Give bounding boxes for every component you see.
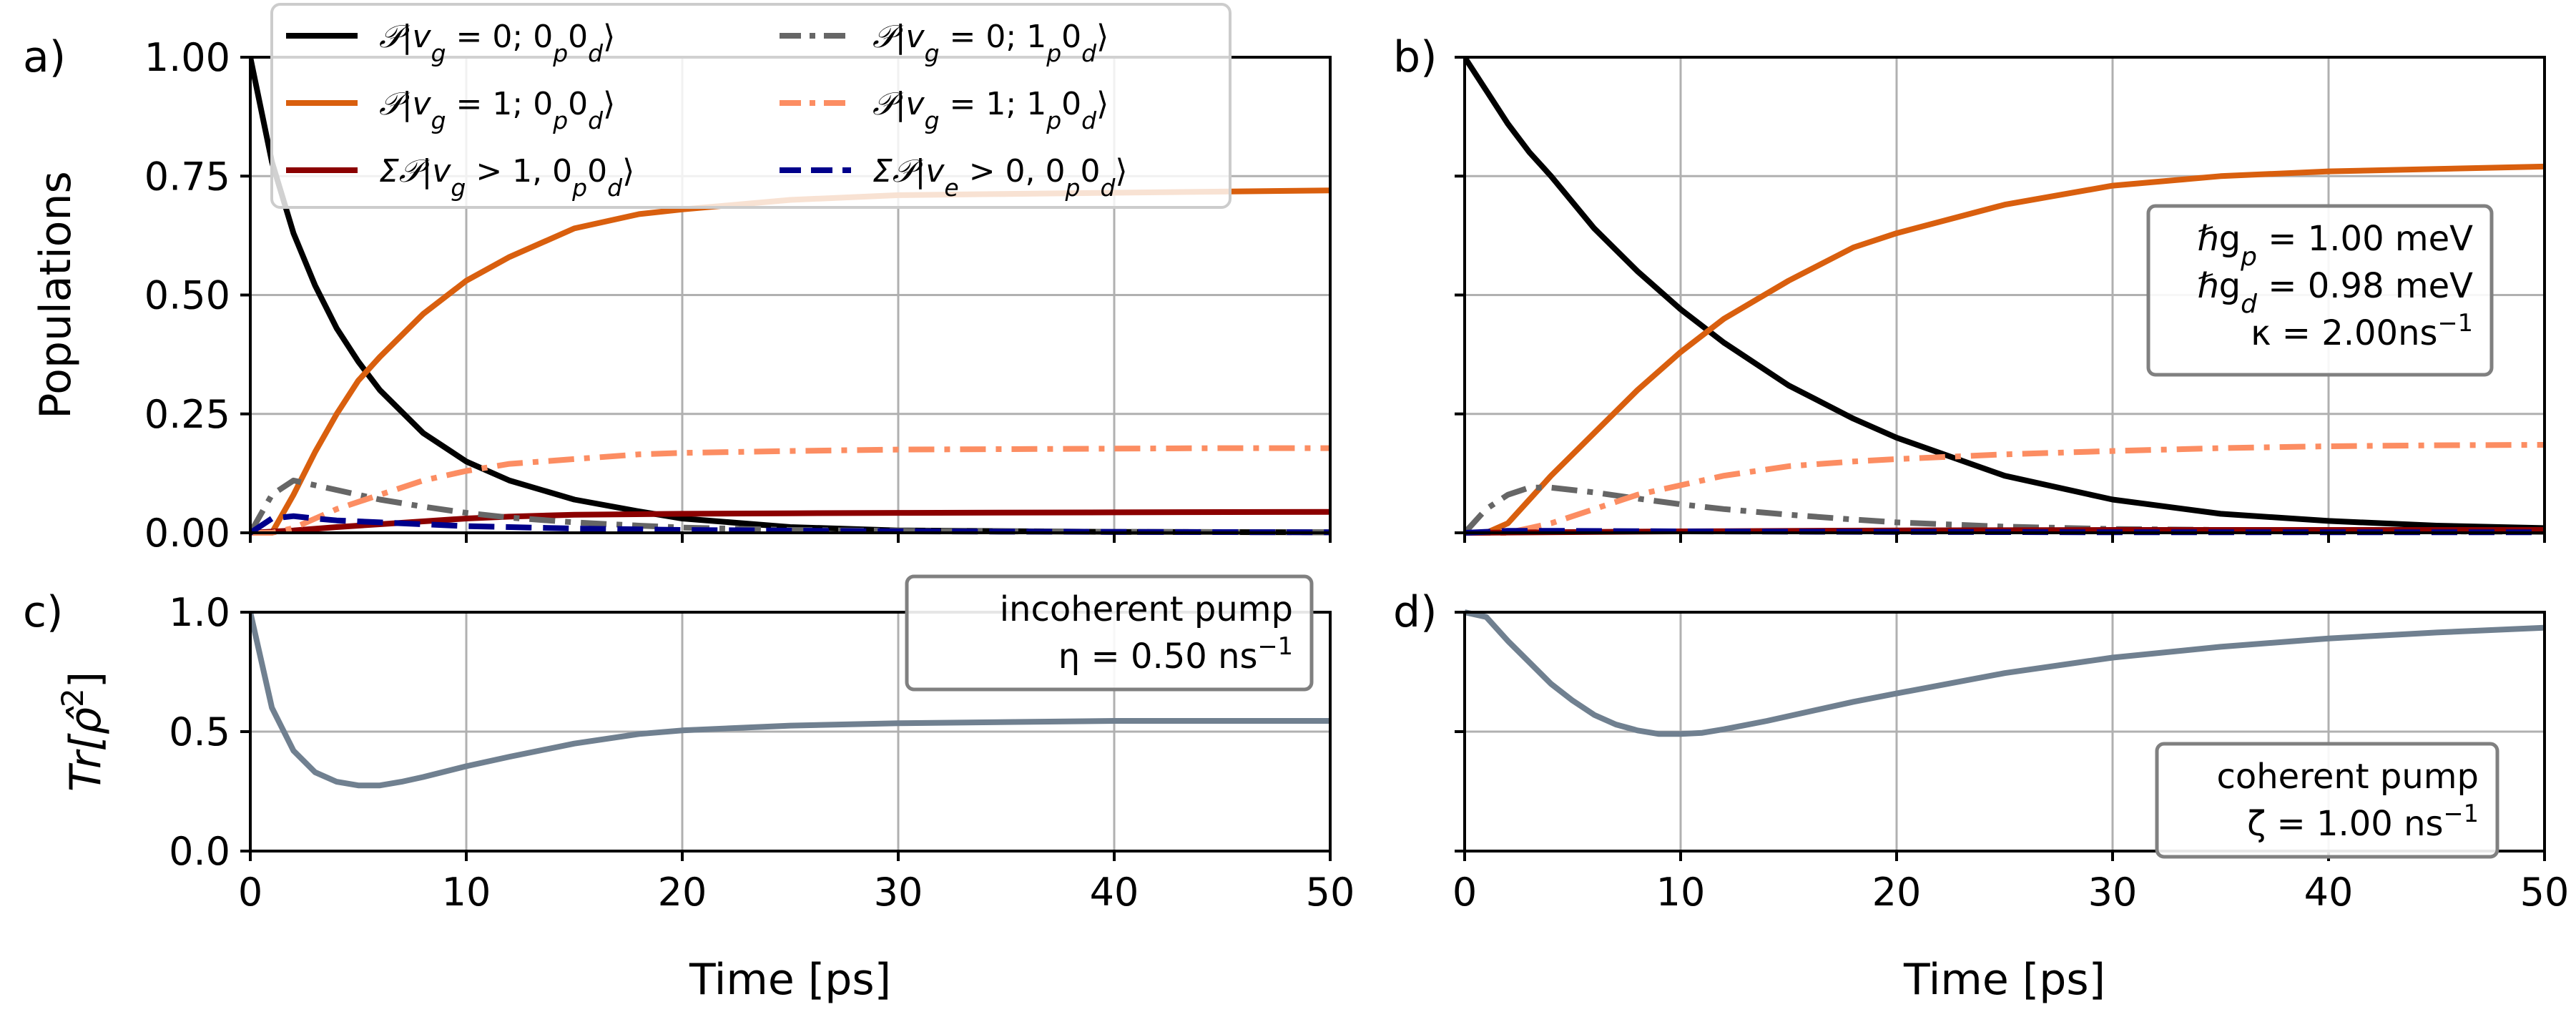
series-line-4 xyxy=(250,445,1330,536)
panel-label: d) xyxy=(1393,587,1437,637)
panel-label: b) xyxy=(1393,32,1437,82)
legend: 𝒫|vg = 0; 0p0d⟩ 𝒫|vg = 1; 0p0d⟩ Σ𝒫|vg > 1,… xyxy=(270,3,1232,209)
legend-frame xyxy=(270,3,1232,209)
annotation-frame xyxy=(2155,742,2499,859)
legend-label: 𝒫|vg = 1; 0p0d⟩ xyxy=(379,86,615,134)
x-tick-label: 50 xyxy=(2520,870,2570,915)
series-line-2 xyxy=(1465,484,2545,535)
annotation-line: η = 0.50 ns−1 xyxy=(1058,632,1293,677)
legend-item: 𝒫|vg = 0; 1p0d⟩ xyxy=(780,19,1108,67)
legend-item: 𝒫|vg = 0; 0p0d⟩ xyxy=(286,19,615,67)
annotation-line: ζ = 1.00 ns−1 xyxy=(2247,800,2479,845)
x-tick-label: 50 xyxy=(1306,870,1355,915)
x-tick-label: 20 xyxy=(658,870,707,915)
annotation-frame xyxy=(905,574,1314,692)
series-line-2 xyxy=(250,508,1330,536)
x-tick-label: 10 xyxy=(1656,870,1706,915)
x-axis-label: Time [ps] xyxy=(1903,955,2105,1005)
legend-item: 𝒫|vg = 1; 1p0d⟩ xyxy=(780,86,1108,134)
series-line-0 xyxy=(1465,55,2545,531)
x-tick-label: 10 xyxy=(442,870,491,915)
y-tick-label: 0.50 xyxy=(144,273,230,318)
y-tick-label: 0.25 xyxy=(144,392,230,437)
annotation-line: incoherent pump xyxy=(1000,589,1293,629)
annotation-line: κ = 2.00ns−1 xyxy=(2251,309,2473,354)
series-line-1 xyxy=(1465,163,2545,536)
x-tick-label: 40 xyxy=(1090,870,1139,915)
y-axis-label: Tr[ρ̂2] xyxy=(55,672,112,792)
legend-label: Σ𝒫|vg > 1, 0p0d⟩ xyxy=(379,153,634,202)
panel-label: a) xyxy=(23,32,66,82)
legend-label: 𝒫|vg = 1; 1p0d⟩ xyxy=(872,86,1108,134)
legend-label: 𝒫|vg = 0; 1p0d⟩ xyxy=(872,19,1108,67)
y-tick-label: 0.5 xyxy=(169,709,230,755)
y-tick-label: 0.00 xyxy=(144,511,230,556)
y-tick-label: 0.75 xyxy=(144,154,230,199)
y-tick-label: 1.00 xyxy=(144,35,230,80)
series-line-3 xyxy=(1465,442,2545,536)
x-axis-label: Time [ps] xyxy=(689,955,891,1005)
panel-label: c) xyxy=(23,587,63,637)
x-tick-label: 30 xyxy=(874,870,923,915)
legend-item: Σ𝒫|ve > 0, 0p0d⟩ xyxy=(780,153,1128,202)
annotation-line: coherent pump xyxy=(2216,757,2479,797)
annotation-frame xyxy=(2146,204,2494,377)
x-tick-label: 40 xyxy=(2304,870,2354,915)
x-tick-label: 0 xyxy=(238,870,262,915)
annotation-line: ℏgd = 0.98 meV xyxy=(2197,266,2473,319)
x-tick-label: 30 xyxy=(2088,870,2138,915)
x-tick-label: 20 xyxy=(1872,870,1922,915)
x-tick-label: 0 xyxy=(1452,870,1477,915)
legend-item: 𝒫|vg = 1; 0p0d⟩ xyxy=(286,86,615,134)
legend-label: 𝒫|vg = 0; 0p0d⟩ xyxy=(379,19,615,67)
y-tick-label: 1.0 xyxy=(169,590,230,635)
series-line-0 xyxy=(250,611,1330,789)
legend-item: Σ𝒫|vg > 1, 0p0d⟩ xyxy=(286,153,634,202)
series-line-0 xyxy=(1465,609,2545,737)
annotation-line: ℏgp = 1.00 meV xyxy=(2197,219,2473,272)
panel-c: 0 10 20 30 40 50 0.0 0.5 1.0 c) Tr[ρ̂2] Time [ps] in… xyxy=(23,574,1355,1005)
y-tick-label: 0.0 xyxy=(169,829,230,874)
legend-label: Σ𝒫|ve > 0, 0p0d⟩ xyxy=(872,153,1128,202)
y-axis-label: Populations xyxy=(31,171,81,419)
